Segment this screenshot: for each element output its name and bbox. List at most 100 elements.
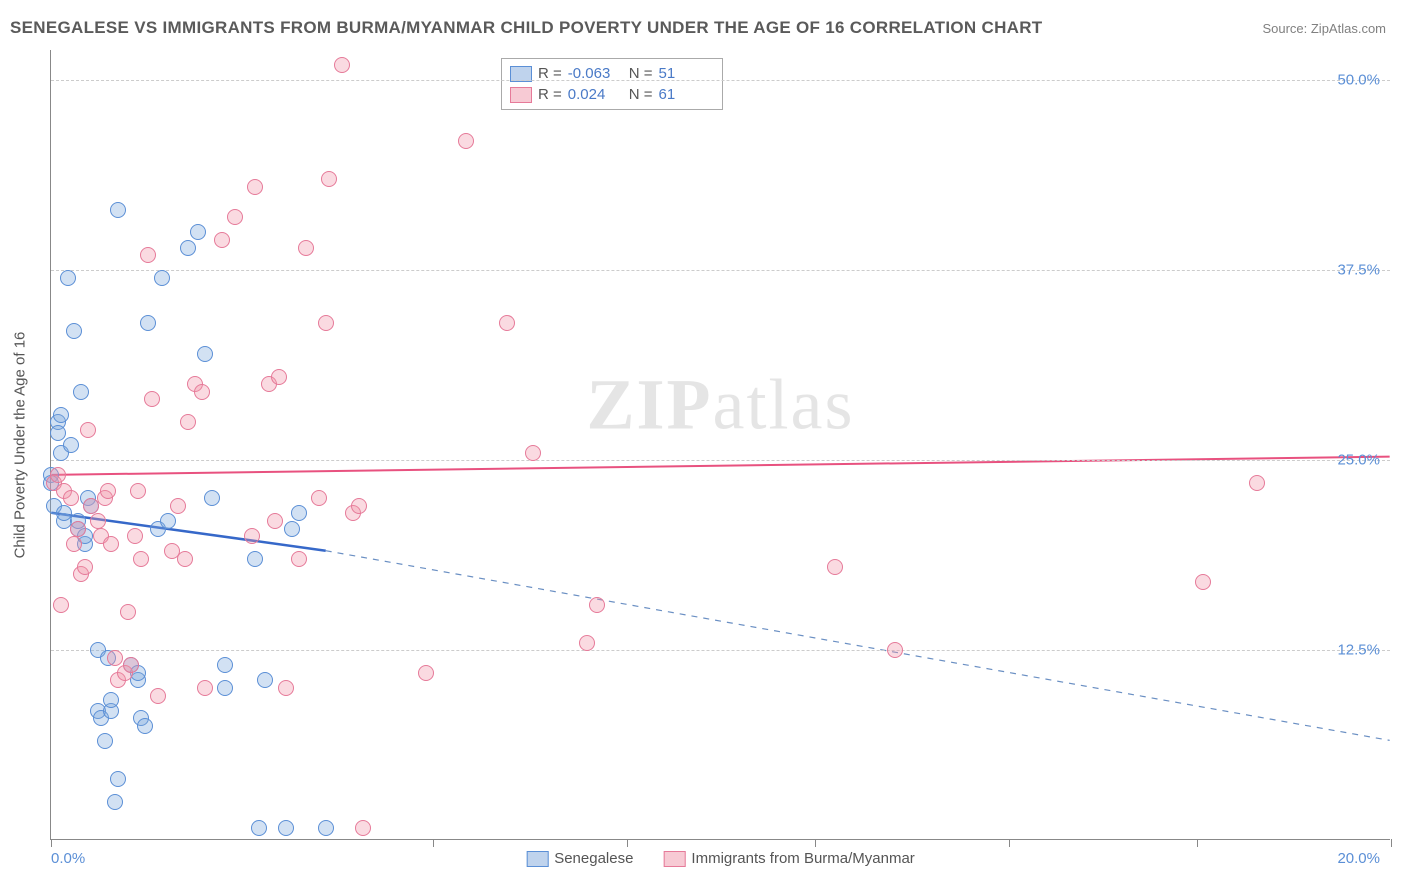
y-tick-label: 12.5% (1337, 642, 1380, 659)
scatter-point-senegalese (251, 820, 267, 836)
scatter-point-burma (827, 559, 843, 575)
scatter-point-burma (318, 315, 334, 331)
scatter-point-burma (298, 240, 314, 256)
scatter-point-burma (579, 635, 595, 651)
scatter-point-burma (53, 597, 69, 613)
scatter-point-burma (1249, 475, 1265, 491)
scatter-point-burma (267, 513, 283, 529)
scatter-point-burma (133, 551, 149, 567)
scatter-point-senegalese (190, 224, 206, 240)
scatter-point-burma (321, 171, 337, 187)
legend-swatch-pink-icon (663, 851, 685, 867)
scatter-point-senegalese (217, 680, 233, 696)
scatter-point-burma (458, 133, 474, 149)
gridline (51, 460, 1390, 461)
scatter-point-senegalese (204, 490, 220, 506)
scatter-point-senegalese (50, 425, 66, 441)
scatter-point-burma (244, 528, 260, 544)
scatter-point-senegalese (291, 505, 307, 521)
scatter-point-senegalese (63, 437, 79, 453)
scatter-point-burma (127, 528, 143, 544)
x-axis-min-label: 0.0% (51, 850, 85, 867)
scatter-point-senegalese (73, 384, 89, 400)
scatter-point-burma (311, 490, 327, 506)
scatter-point-senegalese (247, 551, 263, 567)
scatter-point-senegalese (257, 672, 273, 688)
scatter-point-burma (170, 498, 186, 514)
scatter-point-burma (334, 57, 350, 73)
x-tick (1009, 839, 1010, 847)
y-tick-label: 50.0% (1337, 72, 1380, 89)
scatter-point-senegalese (197, 346, 213, 362)
scatter-point-burma (278, 680, 294, 696)
scatter-point-burma (140, 247, 156, 263)
legend-swatch-pink (510, 87, 532, 103)
correlation-legend: R = -0.063 N = 51 R = 0.024 N = 61 (501, 58, 723, 110)
scatter-point-burma (70, 521, 86, 537)
scatter-point-burma (100, 483, 116, 499)
scatter-point-senegalese (103, 692, 119, 708)
scatter-point-burma (90, 513, 106, 529)
scatter-point-senegalese (140, 315, 156, 331)
chart-header: SENEGALESE VS IMMIGRANTS FROM BURMA/MYAN… (10, 18, 1386, 38)
scatter-point-senegalese (110, 202, 126, 218)
legend-swatch-blue-icon (526, 851, 548, 867)
scatter-point-burma (123, 657, 139, 673)
scatter-point-burma (120, 604, 136, 620)
gridline (51, 270, 1390, 271)
scatter-point-burma (77, 559, 93, 575)
scatter-point-burma (63, 490, 79, 506)
legend-item-senegalese: Senegalese (526, 850, 633, 867)
scatter-point-senegalese (137, 718, 153, 734)
scatter-point-senegalese (217, 657, 233, 673)
scatter-point-senegalese (278, 820, 294, 836)
scatter-point-burma (525, 445, 541, 461)
plot-area: ZIPatlas R = -0.063 N = 51 R = 0.024 N =… (50, 50, 1390, 840)
chart-container: Child Poverty Under the Age of 16 ZIPatl… (50, 50, 1390, 840)
chart-source: Source: ZipAtlas.com (1262, 21, 1386, 36)
scatter-point-burma (247, 179, 263, 195)
scatter-point-burma (150, 688, 166, 704)
scatter-point-burma (499, 315, 515, 331)
scatter-point-burma (66, 536, 82, 552)
scatter-point-burma (271, 369, 287, 385)
gridline (51, 80, 1390, 81)
legend-swatch-blue (510, 66, 532, 82)
scatter-point-burma (130, 483, 146, 499)
scatter-point-senegalese (154, 270, 170, 286)
scatter-point-burma (355, 820, 371, 836)
scatter-point-burma (103, 536, 119, 552)
scatter-point-burma (418, 665, 434, 681)
scatter-point-burma (1195, 574, 1211, 590)
scatter-point-burma (291, 551, 307, 567)
legend-item-burma: Immigrants from Burma/Myanmar (663, 850, 914, 867)
scatter-point-senegalese (160, 513, 176, 529)
scatter-point-burma (80, 422, 96, 438)
scatter-point-senegalese (318, 820, 334, 836)
scatter-point-burma (887, 642, 903, 658)
scatter-point-senegalese (284, 521, 300, 537)
x-tick (51, 839, 52, 847)
x-tick (627, 839, 628, 847)
y-tick-label: 25.0% (1337, 452, 1380, 469)
scatter-point-senegalese (97, 733, 113, 749)
scatter-point-burma (180, 414, 196, 430)
watermark: ZIPatlas (587, 364, 855, 447)
scatter-point-burma (589, 597, 605, 613)
x-tick (815, 839, 816, 847)
scatter-point-senegalese (180, 240, 196, 256)
scatter-point-burma (50, 467, 66, 483)
series-legend: Senegalese Immigrants from Burma/Myanmar (526, 850, 915, 867)
scatter-point-burma (144, 391, 160, 407)
x-tick (433, 839, 434, 847)
scatter-point-burma (107, 650, 123, 666)
y-tick-label: 37.5% (1337, 262, 1380, 279)
scatter-point-burma (194, 384, 210, 400)
gridline (51, 650, 1390, 651)
scatter-point-senegalese (60, 270, 76, 286)
scatter-point-burma (214, 232, 230, 248)
y-axis-label: Child Poverty Under the Age of 16 (12, 332, 29, 559)
scatter-point-senegalese (110, 771, 126, 787)
scatter-point-burma (351, 498, 367, 514)
trend-lines (51, 50, 1390, 839)
